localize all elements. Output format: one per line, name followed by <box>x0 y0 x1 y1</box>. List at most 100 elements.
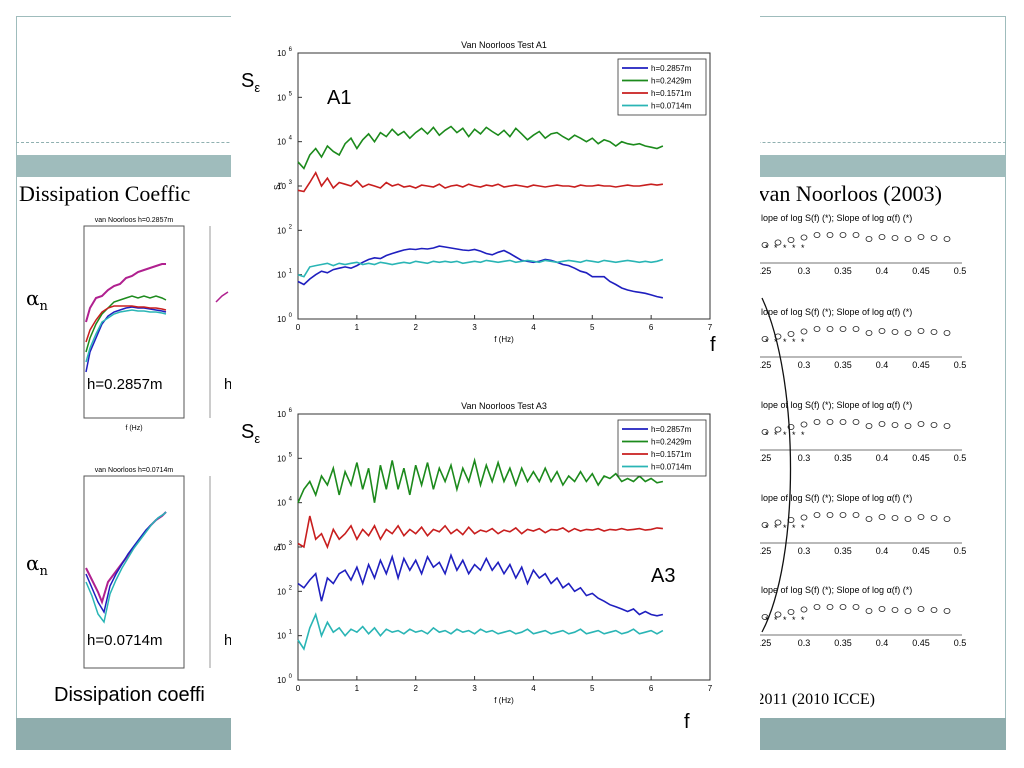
y-tick-label: 10 <box>277 315 286 324</box>
alpha-plot-top: van Noorloos h=0.2857m f (Hz) <box>83 217 229 432</box>
y-axis-label: Sε <box>273 182 284 190</box>
x-tick-label: 6 <box>649 684 654 693</box>
y-tick-label: 10 <box>277 543 286 552</box>
y-tick-label: 10 <box>277 410 286 419</box>
y-tick-label: 10 <box>277 93 286 102</box>
a1-label: A1 <box>327 87 352 109</box>
y-tick-exponent: 2 <box>289 224 293 230</box>
y-tick-exponent: 0 <box>289 674 293 680</box>
legend-entry: h=0.0714m <box>651 463 692 472</box>
chart-title: Van Noorloos Test A3 <box>461 401 547 411</box>
y-tick-label: 10 <box>277 49 286 58</box>
x-axis-label: f (Hz) <box>494 335 514 344</box>
alpha-panel-top: van Noorloos h=0.2857m f (Hz) <box>56 212 231 432</box>
alpha-panel-bottom: van Noorloos h=0.0714m <box>56 462 231 682</box>
series-line-3 <box>297 258 664 278</box>
y-tick-label: 10 <box>277 499 286 508</box>
f-label-a3: f <box>684 711 690 733</box>
a3-label: A3 <box>651 565 676 587</box>
y-tick-label: 10 <box>277 454 286 463</box>
series-line-3 <box>297 612 664 651</box>
y-tick-label: 10 <box>277 587 286 596</box>
y-tick-label: 10 <box>277 226 286 235</box>
y-tick-label: 10 <box>277 676 286 685</box>
y-tick-exponent: 0 <box>289 313 293 319</box>
y-tick-exponent: 6 <box>289 47 293 53</box>
slope-strip-4: lope of log S(f) (*); Slope of log α(f) … <box>760 493 962 555</box>
slope-strip-5: lope of log S(f) (*); Slope of log α(f) … <box>760 585 962 647</box>
y-tick-label: 10 <box>277 271 286 280</box>
y-tick-exponent: 1 <box>289 630 293 636</box>
slope-strip-label: lope of log S(f) (*); Slope of log α(f) … <box>761 493 913 503</box>
h-label-top-cut: h <box>224 376 233 393</box>
small-xlabel-top: f (Hz) <box>125 425 142 432</box>
s-epsilon-label-a3: Sε <box>241 421 261 446</box>
alpha-plot-bottom: van Noorloos h=0.0714m <box>83 467 211 669</box>
series-line-0 <box>297 245 664 299</box>
x-tick-label: 0 <box>296 323 301 332</box>
series-line-0 <box>297 552 664 617</box>
legend-entry: h=0.2857m <box>651 425 692 434</box>
small-title-bottom: van Noorloos h=0.0714m <box>95 467 174 474</box>
y-tick-exponent: 5 <box>289 452 293 458</box>
y-tick-exponent: 3 <box>289 541 293 547</box>
legend-entry: h=0.1571m <box>651 450 692 459</box>
x-tick-label: 6 <box>649 323 654 332</box>
slide-title-left: Dissipation Coeffic <box>19 181 191 206</box>
h-label-bottom-cut: h <box>224 632 233 649</box>
f-label-a1: f <box>710 334 716 356</box>
chart-title: Van Noorloos Test A1 <box>461 40 547 50</box>
h-label-top-left: h=0.2857m <box>87 376 163 393</box>
x-tick-label: 4 <box>531 684 536 693</box>
y-tick-exponent: 5 <box>289 91 293 97</box>
y-tick-label: 10 <box>277 182 286 191</box>
legend-entry: h=0.2429m <box>651 77 692 86</box>
x-tick-label: 0 <box>296 684 301 693</box>
legend-entry: h=0.0714m <box>651 102 692 111</box>
slope-strip-1: lope of log S(f) (*); Slope of log α(f) … <box>760 213 962 275</box>
legend-entry: h=0.2429m <box>651 438 692 447</box>
y-tick-exponent: 3 <box>289 180 293 186</box>
legend-entry: h=0.2857m <box>651 64 692 73</box>
slope-strip-3: lope of log S(f) (*); Slope of log α(f) … <box>760 400 962 462</box>
x-tick-label: 3 <box>472 323 477 332</box>
x-tick-label: 1 <box>355 323 360 332</box>
h-label-bottom-left: h=0.0714m <box>87 632 163 649</box>
slope-strip-label: lope of log S(f) (*); Slope of log α(f) … <box>761 400 913 410</box>
alpha-label-top: αn <box>26 286 48 314</box>
y-tick-exponent: 4 <box>289 136 293 142</box>
x-tick-label: 5 <box>590 684 595 693</box>
x-tick-label: 7 <box>708 684 713 693</box>
y-tick-label: 10 <box>277 138 286 147</box>
x-tick-label: 3 <box>472 684 477 693</box>
alpha-label-bottom: αn <box>26 551 48 579</box>
series-line-1 <box>297 457 664 504</box>
s-epsilon-label-a1: Sε <box>241 70 261 95</box>
slope-strip-label: lope of log S(f) (*); Slope of log α(f) … <box>761 213 913 223</box>
slope-strip-label: lope of log S(f) (*); Slope of log α(f) … <box>761 307 913 317</box>
y-tick-exponent: 4 <box>289 497 293 503</box>
slope-strip-label: lope of log S(f) (*); Slope of log α(f) … <box>761 585 913 595</box>
x-tick-label: 5 <box>590 323 595 332</box>
x-tick-label: 1 <box>355 684 360 693</box>
slide-title-right: / van Noorloos (2003) <box>747 181 942 206</box>
legend-entry: h=0.1571m <box>651 89 692 98</box>
series-line-2 <box>297 515 663 550</box>
x-tick-label: 2 <box>413 684 418 693</box>
y-tick-label: 10 <box>277 632 286 641</box>
y-tick-exponent: 2 <box>289 585 293 591</box>
slope-strip-2: lope of log S(f) (*); Slope of log α(f) … <box>760 307 962 369</box>
x-tick-label: 7 <box>708 323 713 332</box>
y-axis-label: Sε <box>273 543 284 551</box>
y-tick-exponent: 1 <box>289 269 293 275</box>
caption-right: / 2011 (2010 ICCE) <box>748 691 875 708</box>
x-tick-label: 2 <box>413 323 418 332</box>
y-tick-exponent: 6 <box>289 408 293 414</box>
small-title-top: van Noorloos h=0.2857m <box>95 217 174 224</box>
x-tick-label: 4 <box>531 323 536 332</box>
series-line-1 <box>297 125 664 170</box>
series-line-2 <box>297 170 664 193</box>
x-axis-label: f (Hz) <box>494 696 514 705</box>
